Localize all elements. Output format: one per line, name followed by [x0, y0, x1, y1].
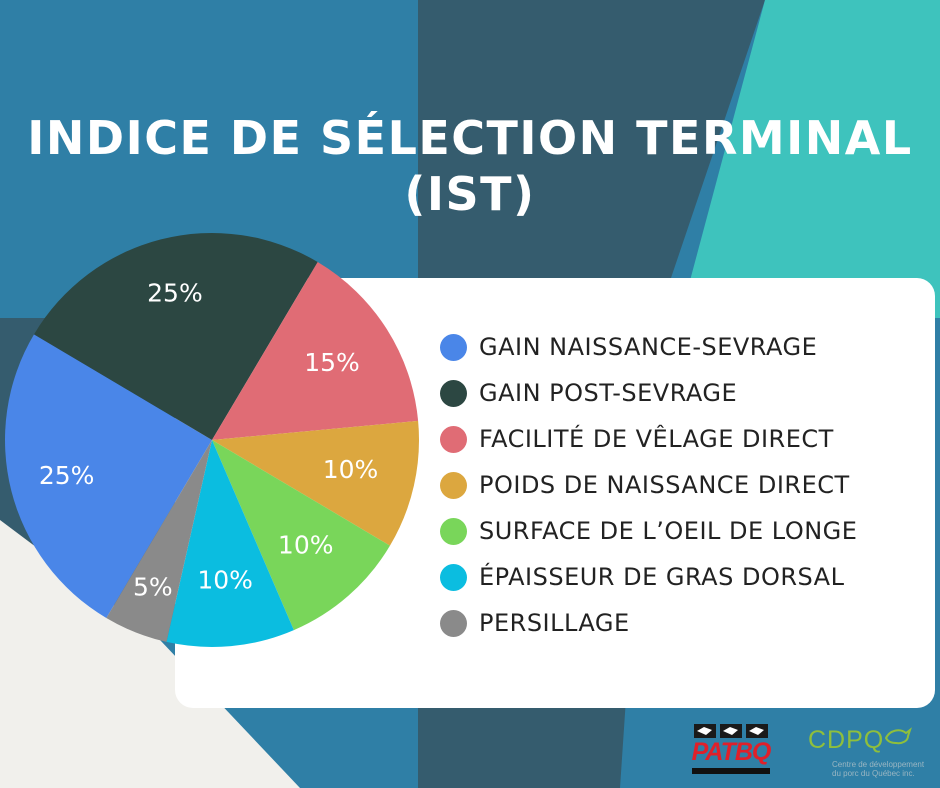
slice-label-7: 5%	[133, 573, 173, 602]
slice-label-1: 25%	[39, 461, 95, 490]
legend-item: PERSILLAGE	[440, 608, 930, 638]
cdpq-wordmark: CDPQ	[808, 726, 885, 754]
pig-icon	[884, 727, 912, 745]
pie-slice-2	[34, 233, 318, 440]
legend-label: SURFACE DE L’OEIL DE LONGE	[479, 517, 858, 545]
pie-slice-5	[212, 440, 390, 631]
pie-slice-7	[106, 440, 212, 642]
chart-legend: GAIN NAISSANCE-SEVRAGE GAIN POST-SEVRAGE F…	[440, 332, 930, 654]
legend-item: GAIN POST-SEVRAGE	[440, 378, 930, 408]
slice-label-5: 10%	[278, 531, 334, 560]
pie-slice-6	[166, 440, 294, 647]
legend-swatch	[440, 333, 467, 361]
legend-label: GAIN NAISSANCE-SEVRAGE	[479, 333, 818, 361]
legend-swatch	[440, 425, 467, 453]
legend-item: GAIN NAISSANCE-SEVRAGE	[440, 332, 930, 362]
legend-label: POIDS DE NAISSANCE DIRECT	[479, 471, 850, 499]
legend-item: FACILITÉ DE VÊLAGE DIRECT	[440, 424, 930, 454]
pie-slice-4	[212, 420, 419, 546]
cdpq-logo: CDPQ Centre de développement du porc du …	[808, 724, 933, 780]
cdpq-tagline: Centre de développement du porc du Québe…	[832, 760, 925, 778]
legend-label: ÉPAISSEUR DE GRAS DORSAL	[479, 563, 845, 591]
slice-label-2: 25%	[147, 279, 203, 308]
patbq-strip	[692, 768, 770, 774]
patbq-cattle-logo-icon	[694, 724, 768, 738]
slice-label-4: 10%	[323, 455, 379, 484]
legend-label: PERSILLAGE	[479, 609, 630, 637]
legend-item: SURFACE DE L’OEIL DE LONGE	[440, 516, 930, 546]
legend-swatch	[440, 609, 467, 637]
slice-label-6: 10%	[197, 565, 253, 594]
slice-label-3: 15%	[304, 348, 360, 377]
pie-slice-1	[4, 334, 213, 618]
patbq-logo: PATBQ	[690, 722, 772, 778]
patbq-wordmark: PATBQ	[691, 738, 772, 766]
legend-label: FACILITÉ DE VÊLAGE DIRECT	[479, 425, 834, 453]
legend-label: GAIN POST-SEVRAGE	[479, 379, 738, 407]
pie-slice-3	[212, 262, 419, 440]
legend-swatch	[440, 379, 467, 407]
legend-item: POIDS DE NAISSANCE DIRECT	[440, 470, 930, 500]
chart-title: INDICE DE SÉLECTION TERMINAL (IST)	[27, 111, 913, 221]
legend-swatch	[440, 517, 467, 545]
legend-swatch	[440, 471, 467, 499]
legend-item: ÉPAISSEUR DE GRAS DORSAL	[440, 562, 930, 592]
legend-swatch	[440, 563, 467, 591]
